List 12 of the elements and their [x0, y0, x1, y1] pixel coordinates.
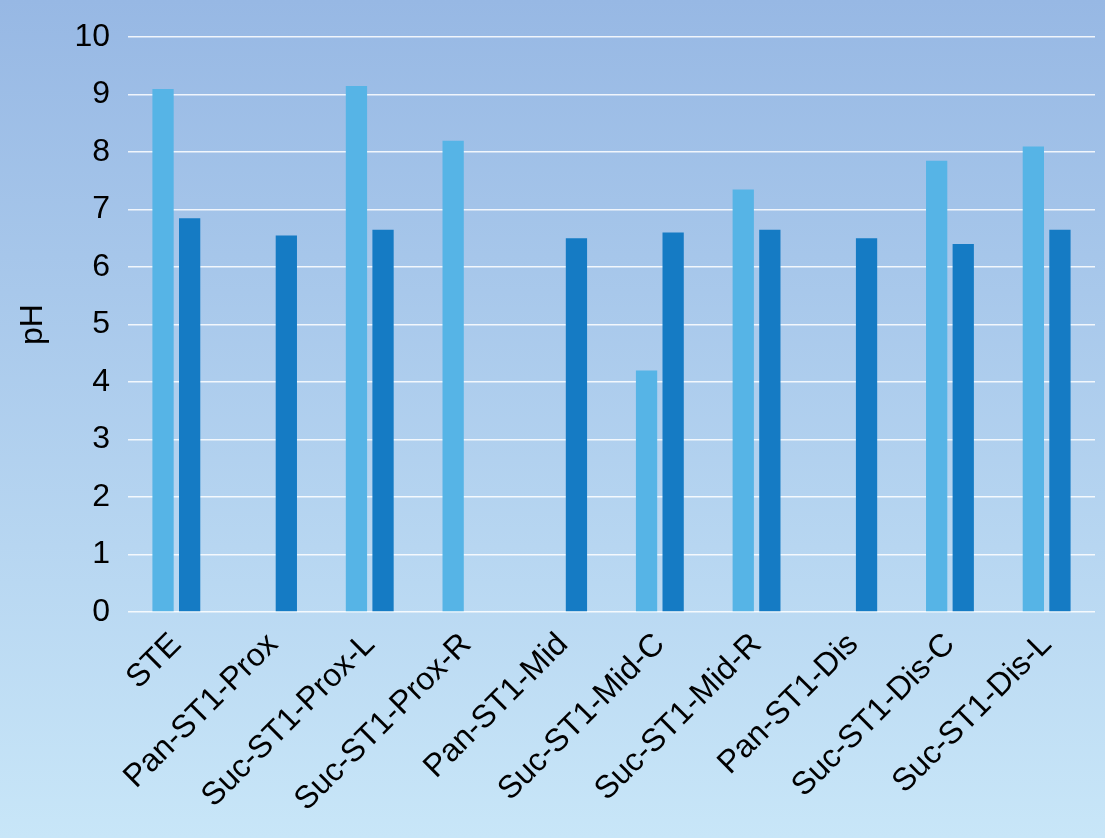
- y-tick-label: 7: [92, 189, 110, 226]
- y-tick-label: 6: [92, 246, 110, 283]
- y-tick-label: 3: [92, 419, 110, 456]
- y-tick-label: 10: [74, 17, 110, 54]
- y-tick-label: 1: [92, 534, 110, 571]
- y-tick-label: 8: [92, 131, 110, 168]
- y-tick-label: 2: [92, 476, 110, 513]
- y-tick-label: 9: [92, 74, 110, 111]
- y-tick-label: 0: [92, 591, 110, 628]
- y-tick-label: 5: [92, 304, 110, 341]
- y-tick-label: 4: [92, 361, 110, 398]
- y-axis-title: pH: [13, 304, 50, 345]
